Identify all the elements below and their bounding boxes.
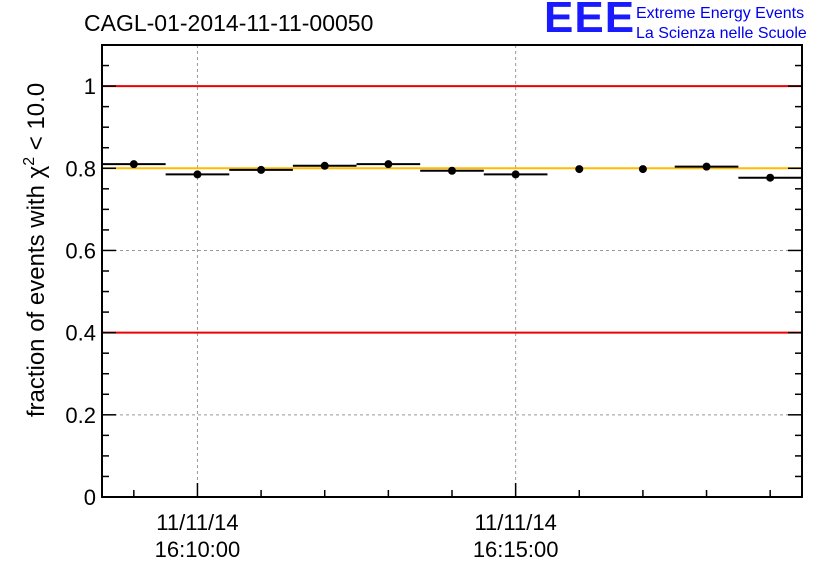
logo-subtitle-1: Extreme Energy Events: [636, 5, 805, 22]
x-tick-label-date: 11/11/14: [156, 510, 238, 535]
plot-frame: [101, 44, 803, 498]
data-point: [129, 160, 138, 169]
tick-labels: 00.20.40.60.8111/11/1416:10:0011/11/1416…: [65, 74, 558, 562]
data-point: [638, 165, 647, 174]
data-point: [193, 170, 202, 179]
data-points: [102, 160, 802, 182]
y-axis-label: fraction of events with χ2 < 10.0: [21, 83, 50, 417]
data-point: [575, 165, 584, 174]
x-tick-label-time: 16:15:00: [473, 537, 559, 562]
chart-title: CAGL-01-2014-11-11-00050: [84, 10, 374, 36]
y-tick-label: 0.4: [65, 321, 96, 346]
grid-layer: [102, 45, 802, 497]
y-tick-label: 0.8: [65, 156, 96, 181]
axes: [101, 44, 803, 498]
data-point: [257, 165, 266, 174]
data-point: [320, 161, 329, 170]
data-point: [448, 166, 456, 175]
reference-lines: [102, 85, 802, 334]
y-tick-label: 0: [84, 485, 96, 510]
eee-logo: EEE Extreme Energy Events La Scienza nel…: [544, 0, 834, 48]
logo-subtitle-2: La Scienza nelle Scuole: [636, 25, 807, 42]
x-tick-label-time: 16:10:00: [155, 537, 241, 562]
data-point: [511, 170, 520, 179]
y-tick-label: 0.2: [65, 403, 96, 428]
y-tick-label: 1: [84, 74, 96, 99]
logo-mark: EEE: [544, 0, 636, 42]
data-point: [702, 162, 711, 171]
y-tick-label: 0.6: [65, 238, 96, 263]
data-point: [766, 173, 775, 182]
data-point: [384, 160, 393, 169]
x-tick-label-date: 11/11/14: [474, 510, 556, 535]
